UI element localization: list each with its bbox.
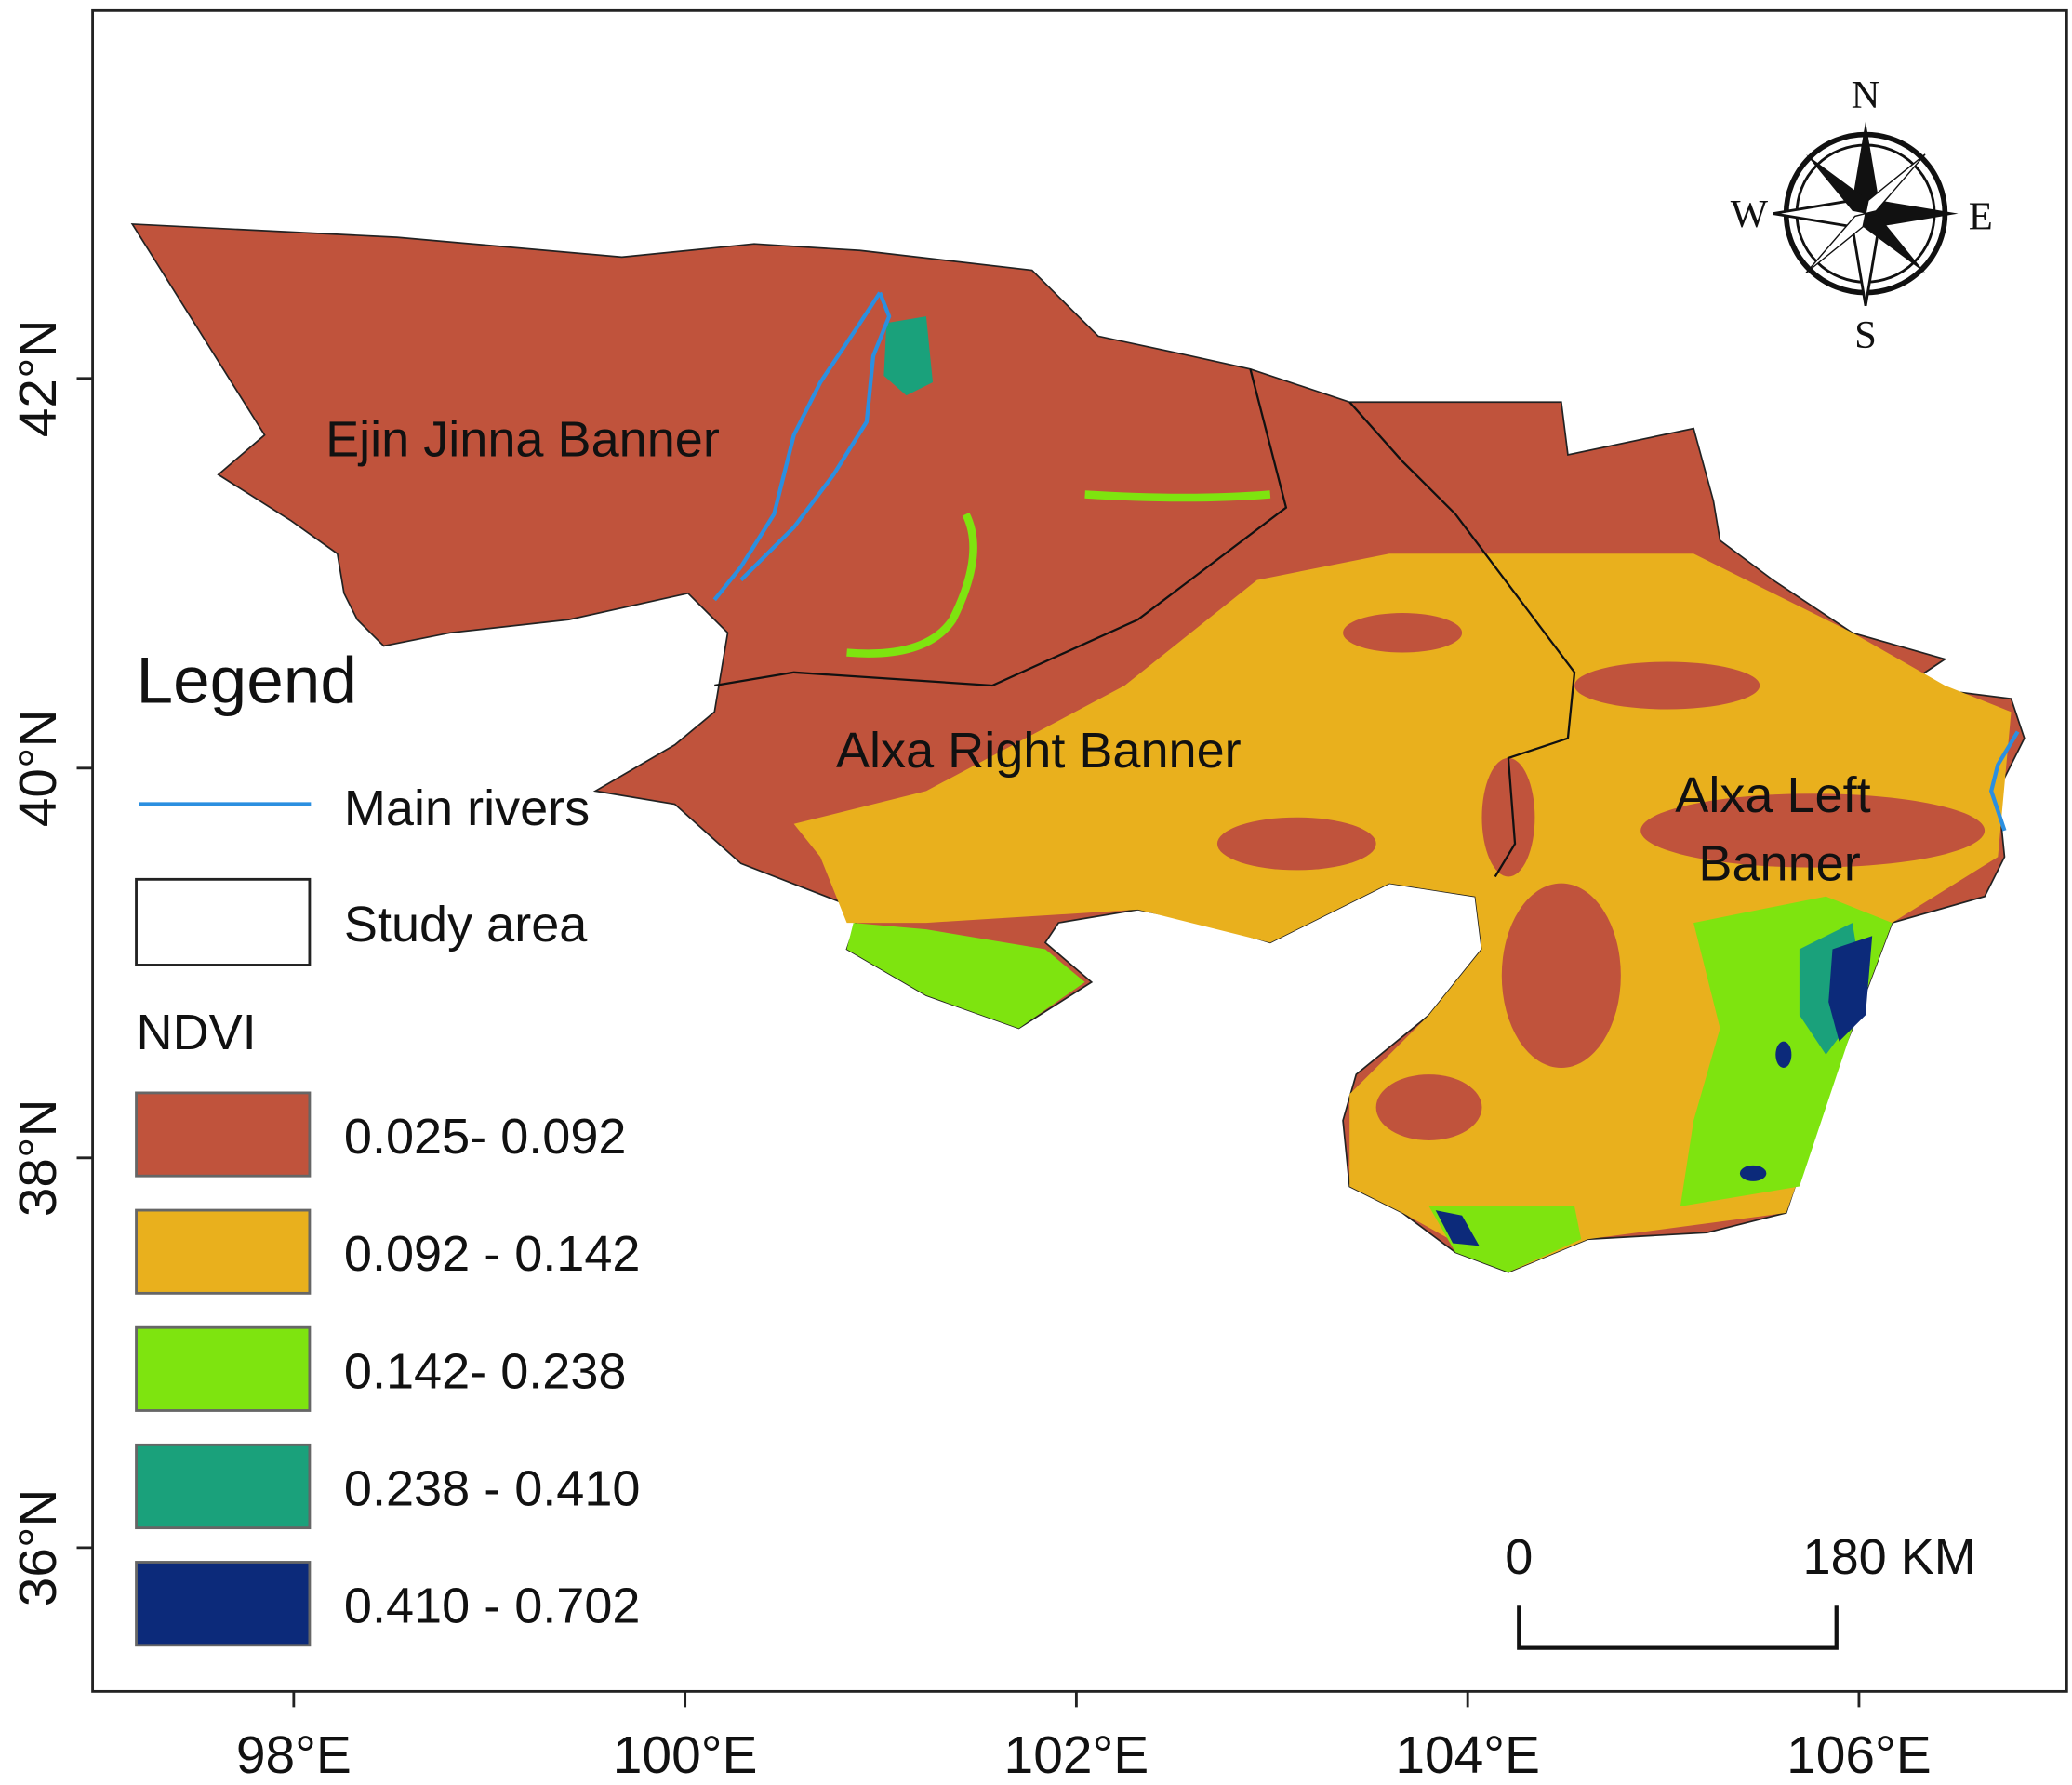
legend-subtitle: NDVI <box>137 1005 257 1060</box>
y-tick-label: 36°N <box>9 1489 68 1607</box>
legend-label: Main rivers <box>344 780 590 836</box>
x-tick-label: 98°E <box>236 1726 352 1785</box>
scale-line <box>1517 1605 1839 1650</box>
legend-label: 0.025- 0.092 <box>344 1109 627 1165</box>
legend-swatch <box>135 1091 312 1178</box>
ndvi-class-area <box>1828 936 1873 1042</box>
axes: 98°E 100°E 102°E 104°E 106°E 42°N 40°N 38°N 36°N <box>9 319 1932 1785</box>
scale-label: 180 KM <box>1803 1529 1976 1585</box>
region-label: Banner <box>1698 836 1860 892</box>
x-tick-label: 104°E <box>1395 1726 1540 1785</box>
ndvi-class-area <box>1739 1165 1767 1181</box>
compass-letter: S <box>1854 313 1877 357</box>
legend-label: 0.410 - 0.702 <box>344 1579 641 1634</box>
scale-label: 0 <box>1505 1529 1533 1585</box>
legend-label: Study area <box>344 897 587 952</box>
legend-swatch <box>135 1443 312 1530</box>
x-tick-label: 106°E <box>1786 1726 1932 1785</box>
y-tick-label: 40°N <box>9 709 68 827</box>
x-tick-label: 102°E <box>1004 1726 1149 1785</box>
district-boundary <box>714 368 1288 687</box>
scale-bar: 0 180 KM <box>1505 1529 1976 1650</box>
legend-label: 0.238 - 0.410 <box>344 1461 641 1517</box>
district-boundary <box>1348 401 1576 878</box>
y-tick-label: 42°N <box>9 319 68 437</box>
compass-letter: E <box>1969 195 1993 239</box>
legend-title: Legend <box>137 645 357 718</box>
ndvi-class-area <box>1428 1206 1582 1272</box>
ndvi-class-area <box>1216 613 1986 1140</box>
ndvi-class-area <box>846 923 1085 1029</box>
compass-letter: N <box>1852 73 1880 117</box>
river <box>712 291 882 602</box>
legend-study-area-swatch <box>135 877 312 966</box>
region-labels: Ejin Jinna Banner Alxa Right Banner Alxa… <box>325 411 1871 891</box>
compass: N S W E <box>1731 73 1993 357</box>
region-label: Ejin Jinna Banner <box>325 411 720 467</box>
legend-label: 0.092 - 0.142 <box>344 1226 641 1282</box>
legend: Legend Main rivers Study area NDVI 0.025… <box>135 645 641 1647</box>
legend-label: 0.142- 0.238 <box>344 1343 627 1399</box>
compass-letter: W <box>1731 193 1769 236</box>
region-label: Alxa Left <box>1675 767 1870 823</box>
study-area <box>130 223 2026 1273</box>
legend-swatch <box>135 1325 312 1412</box>
region-label: Alxa Right Banner <box>836 723 1242 779</box>
x-tick-label: 100°E <box>613 1726 758 1785</box>
river <box>1988 730 2020 832</box>
ndvi-class-area <box>1435 1210 1480 1246</box>
y-tick-label: 38°N <box>9 1099 68 1217</box>
legend-swatch <box>135 1561 312 1647</box>
ndvi-class-area <box>1775 1041 1792 1068</box>
ndvi-class-area <box>846 490 1271 658</box>
river <box>739 291 892 582</box>
legend-swatch <box>135 1208 312 1295</box>
ndvi-class-area <box>883 316 934 396</box>
